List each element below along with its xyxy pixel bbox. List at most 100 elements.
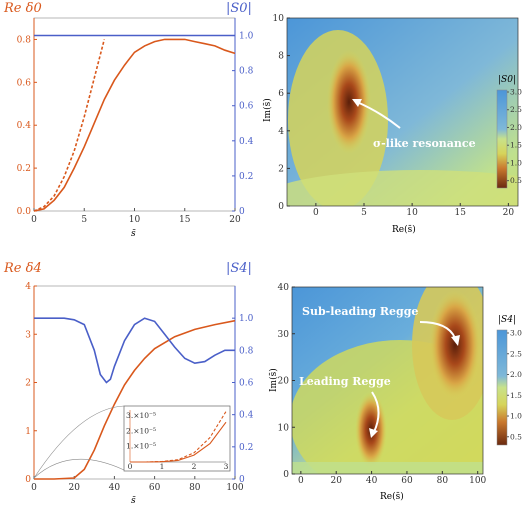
inset-y-tick: 3.×10⁻⁵	[126, 411, 156, 420]
y-tick-label: 10	[273, 14, 285, 24]
y-tick-label: 0	[283, 470, 289, 480]
colorbar-title: |S4|	[498, 315, 516, 325]
bottom-band	[292, 462, 483, 474]
x-tick-label: 20	[229, 215, 241, 225]
y-tick-label: 10	[278, 423, 290, 433]
x-tick-label: 80	[189, 483, 201, 493]
y-tick-label: 6	[278, 89, 284, 99]
annotation-subleading-regge: Sub-leading Regge	[302, 305, 418, 318]
x-tick-label: 100	[469, 476, 486, 486]
lower-band	[287, 170, 518, 206]
y-tick-label: 0.2	[17, 164, 31, 174]
y-tick-label: 0.0	[17, 207, 32, 217]
y2-tick-label: 0.6	[239, 379, 254, 389]
y2-tick-label: 0.8	[239, 346, 254, 356]
colorbar-tick-label: 0.5	[510, 176, 522, 185]
y-tick-label: 0	[25, 475, 31, 485]
colorbar-title: |S0|	[498, 75, 516, 85]
y2-tick-label: 0.4	[239, 137, 254, 147]
heatmap-bottom-right: 0 20 40 60 80 100 0 10 20 30 40 Re(s̄) Im(s̄) Sub…	[268, 283, 522, 502]
x-tick-label: 20	[68, 483, 80, 493]
colorbar-tick-label: 2.0	[510, 123, 522, 132]
y-tick-label: 0.8	[17, 35, 32, 45]
inset-y-tick: 2.×10⁻⁵	[126, 426, 156, 435]
annotation-arrowhead	[352, 99, 362, 107]
y-tick-label: 40	[278, 283, 290, 293]
x-axis-label: Re(s̄)	[392, 224, 416, 235]
y-tick-label: 1	[25, 427, 31, 437]
inset-series-dashed	[130, 411, 227, 463]
y2-tick-label: 0.4	[239, 411, 254, 421]
colorbar-tick-label: 3.0	[510, 88, 522, 97]
x-tick-label: 60	[401, 476, 413, 486]
colorbar-tick-label: 2.0	[510, 370, 522, 379]
y-tick-label: 20	[278, 377, 290, 387]
y2-tick-label: 1.0	[239, 32, 254, 42]
x-axis-label: s̄	[131, 229, 136, 239]
x-tick-label: 5	[81, 215, 87, 225]
annotation-arrow	[356, 101, 401, 129]
subleading-minimum	[429, 290, 481, 400]
colorbar-tick-label: 1.0	[510, 412, 522, 421]
y-tick-label: 2	[25, 379, 31, 389]
arrow-leading	[371, 391, 380, 433]
heatmap-top-right: 0 5 10 15 20 0 2 4 6 8 10 Re(s̄) Im(s̄) σ-like re…	[262, 14, 522, 235]
y2-tick-label: 0.2	[239, 443, 253, 453]
axis-title-s0: |S0|	[226, 1, 252, 16]
y-tick-label: 0	[278, 202, 284, 212]
y2-tick-label: 0	[239, 475, 245, 485]
inset-x-tick: 1	[160, 462, 165, 471]
x-tick-label: 0	[31, 215, 37, 225]
inset-x-tick: 2	[192, 462, 197, 471]
colorbar-tick-label: 3.0	[510, 329, 522, 338]
plot-frame	[33, 17, 236, 212]
axis-title-re-delta0: Re δ0	[3, 1, 42, 16]
arrow-subleading	[419, 321, 456, 339]
x-tick-label: 60	[149, 483, 161, 493]
x-tick-label: 15	[455, 208, 467, 218]
y-tick-label: 0.6	[17, 78, 32, 88]
x-tick-label: 10	[406, 208, 418, 218]
x-tick-label: 0	[298, 476, 304, 486]
y2-tick-label: 0.6	[239, 102, 254, 112]
colorbar-tick-label: 2.5	[510, 105, 522, 114]
y-tick-label: 4	[278, 127, 284, 137]
y2-tick-label: 0.2	[239, 172, 253, 182]
y2-tick-label: 0.8	[239, 67, 254, 77]
x-tick-label: 10	[129, 215, 141, 225]
inset-x-tick: 0	[128, 462, 133, 471]
colorbar-tick-label: 1.0	[510, 158, 522, 167]
resonance-minimum	[327, 50, 371, 154]
inset-y-tick: 1.×10⁻⁵	[126, 442, 156, 451]
arrowhead-subleading	[451, 335, 460, 346]
y2-tick-label: 0	[239, 207, 245, 217]
colorbar-tick-label: 2.5	[510, 349, 522, 358]
series-line-approximation	[33, 39, 106, 212]
y-tick-label: 4	[25, 282, 31, 292]
annotation-sigma-resonance: σ-like resonance	[373, 137, 476, 150]
x-tick-label: 20	[503, 208, 515, 218]
x-tick-label: 40	[109, 483, 121, 493]
x-tick-label: 20	[330, 476, 342, 486]
colorbar-tick-label: 1.5	[510, 391, 522, 400]
y-axis-label: Im(s̄)	[262, 98, 273, 122]
inset-chart: 0 1 2 3 1.×10⁻⁵ 2.×10⁻⁵ 3.×10⁻⁵	[123, 405, 231, 472]
series-line-re-4	[34, 319, 236, 480]
x-tick-label: 5	[361, 208, 367, 218]
x-axis-label: Re(s̄)	[380, 491, 404, 502]
colorbar	[496, 89, 508, 189]
heatmap-frame	[286, 17, 519, 207]
y-tick-label: 3	[25, 330, 31, 340]
arrowhead-leading	[369, 428, 378, 438]
y-tick-label: 8	[278, 52, 284, 62]
x-tick-label: 15	[179, 215, 191, 225]
zoom-line-upper	[33, 405, 125, 479]
inset-x-tick: 3	[224, 462, 229, 471]
axis-title-s4: |S4|	[226, 261, 252, 276]
x-tick-label: 40	[366, 476, 378, 486]
series-line--s4-	[34, 317, 235, 384]
x-axis-label: s̄	[131, 496, 136, 506]
zoom-line-lower	[33, 458, 125, 479]
x-tick-label: 80	[437, 476, 449, 486]
annotation-leading-regge: Leading Regge	[299, 375, 391, 388]
